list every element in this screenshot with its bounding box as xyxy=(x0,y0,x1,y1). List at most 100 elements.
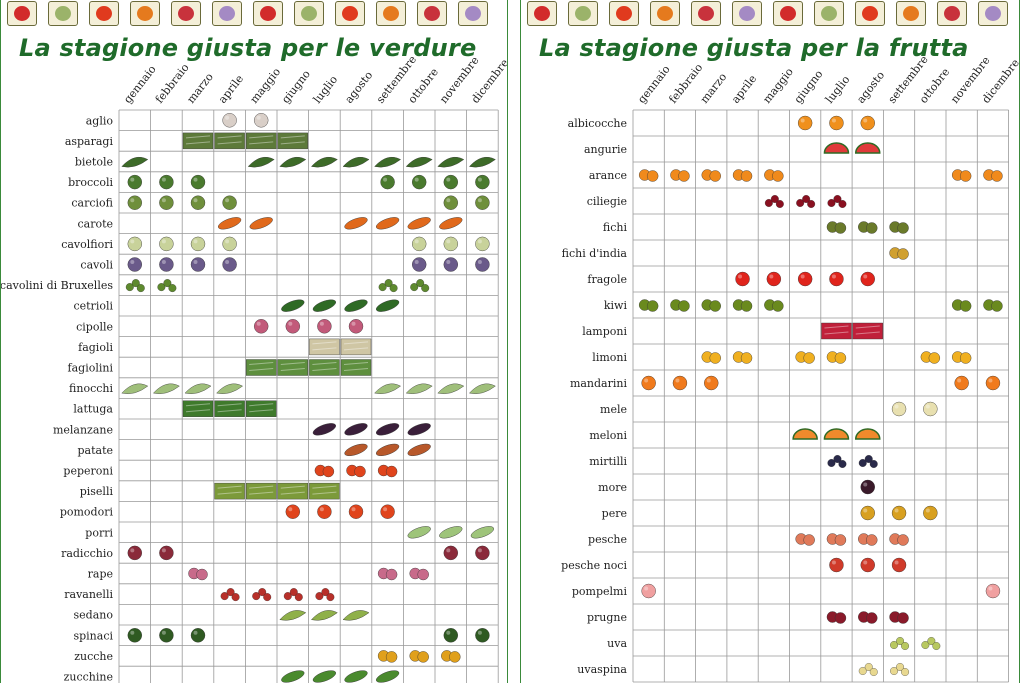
season-mark xyxy=(317,504,332,519)
season-mark xyxy=(340,359,372,376)
produce-row-label: melanzane xyxy=(53,423,113,436)
month-header: luglio xyxy=(823,73,853,106)
season-mark xyxy=(441,650,461,663)
produce-icon xyxy=(896,1,926,26)
season-mark xyxy=(127,195,143,210)
season-mark xyxy=(858,533,878,546)
produce-row-label: limoni xyxy=(592,351,627,364)
month-header: maggio xyxy=(760,65,796,106)
season-mark xyxy=(951,299,972,312)
season-mark xyxy=(407,423,431,436)
produce-icon xyxy=(48,1,78,26)
season-mark xyxy=(315,588,335,602)
season-mark xyxy=(277,359,308,376)
season-mark xyxy=(121,157,149,168)
season-mark xyxy=(190,174,206,190)
season-mark xyxy=(218,217,242,230)
season-mark xyxy=(889,247,909,260)
season-mark xyxy=(159,174,174,190)
produce-row-label: aglio xyxy=(86,114,114,127)
produce-icon xyxy=(609,1,639,26)
season-mark xyxy=(412,174,427,190)
season-mark xyxy=(860,271,875,287)
season-mark xyxy=(764,195,784,208)
season-mark xyxy=(475,236,490,252)
produce-row-label: lattuga xyxy=(73,403,113,416)
month-header: luglio xyxy=(311,73,341,106)
season-mark xyxy=(985,583,1001,599)
season-mark xyxy=(670,299,690,312)
season-mark xyxy=(254,319,269,334)
produce-icon xyxy=(376,1,406,26)
season-mark xyxy=(245,400,277,417)
season-mark xyxy=(795,533,815,546)
season-mark xyxy=(983,299,1003,312)
season-mark xyxy=(285,504,300,519)
season-mark xyxy=(827,455,847,468)
season-mark xyxy=(407,217,431,230)
season-mark xyxy=(951,169,972,182)
season-mark xyxy=(475,195,490,210)
season-mark xyxy=(921,637,941,650)
produce-icon xyxy=(417,1,447,26)
produce-row-label: cetrioli xyxy=(73,300,113,313)
season-mark xyxy=(159,257,174,272)
season-mark xyxy=(380,504,395,519)
season-mark xyxy=(954,375,969,391)
season-mark xyxy=(889,221,909,234)
produce-row-label: arance xyxy=(589,169,627,182)
produce-row-label: prugne xyxy=(587,611,627,624)
season-mark xyxy=(281,299,305,312)
produce-icon xyxy=(978,1,1008,26)
season-mark xyxy=(764,299,784,312)
season-mark xyxy=(311,610,338,621)
produce-row-label: carote xyxy=(77,217,113,230)
season-mark xyxy=(222,236,237,252)
produce-row-label: rape xyxy=(88,568,113,581)
season-mark xyxy=(443,195,458,210)
produce-icon xyxy=(568,1,598,26)
season-mark xyxy=(188,567,208,581)
season-mark xyxy=(797,115,813,131)
produce-icon xyxy=(650,1,680,26)
season-mark xyxy=(376,443,400,456)
season-mark xyxy=(795,351,815,364)
produce-row-label: pomodori xyxy=(60,506,114,519)
produce-row-label: fichi xyxy=(603,221,628,234)
produce-row-label: cipolle xyxy=(76,320,113,333)
season-mark xyxy=(157,279,177,293)
produce-row-label: fichi d'india xyxy=(562,247,628,260)
season-mark xyxy=(127,628,143,643)
season-mark xyxy=(344,217,368,230)
season-mark xyxy=(701,351,721,364)
season-mark xyxy=(190,195,206,210)
season-mark xyxy=(348,504,364,519)
season-mark xyxy=(344,423,368,436)
season-mark xyxy=(405,383,433,394)
season-mark xyxy=(220,588,240,602)
season-mark xyxy=(670,169,690,182)
month-header: marzo xyxy=(184,70,216,106)
produce-row-label: zucchine xyxy=(64,671,113,683)
season-mark xyxy=(439,526,463,539)
season-mark xyxy=(409,650,429,663)
season-mark xyxy=(891,401,907,417)
produce-row-label: finocchi xyxy=(69,382,113,395)
season-mark xyxy=(641,375,656,391)
produce-icon xyxy=(89,1,119,26)
season-mark xyxy=(672,375,688,391)
produce-row-label: fagioli xyxy=(78,341,113,354)
season-mark xyxy=(222,113,237,128)
produce-row-label: patate xyxy=(77,444,113,457)
season-mark xyxy=(858,611,878,624)
season-mark xyxy=(376,670,400,683)
season-mark xyxy=(159,195,174,210)
season-mark xyxy=(475,545,490,561)
season-mark xyxy=(312,299,336,312)
produce-icon xyxy=(458,1,488,26)
season-mark xyxy=(792,428,818,440)
season-mark xyxy=(312,423,336,436)
season-mark xyxy=(638,299,659,312)
season-mark xyxy=(412,257,427,272)
season-mark xyxy=(125,279,145,293)
